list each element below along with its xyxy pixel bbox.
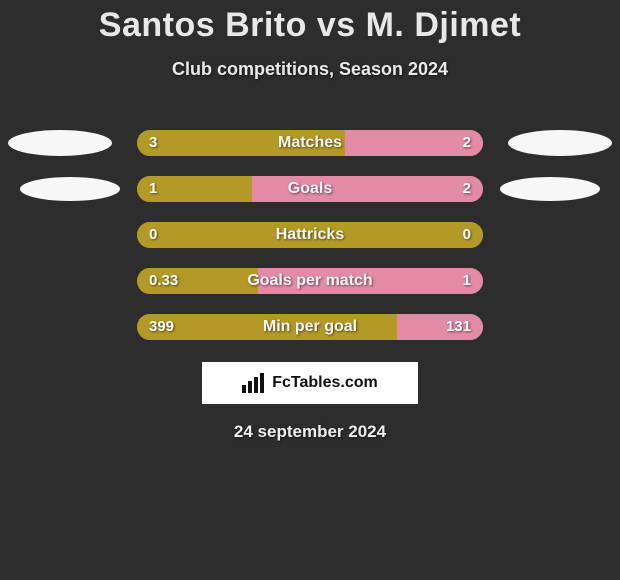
stat-right-value: 0 <box>463 222 471 248</box>
stat-bar-left <box>137 222 483 248</box>
stat-row: 32Matches <box>0 120 620 166</box>
decorative-ellipse <box>20 177 120 201</box>
stat-row: 0.331Goals per match <box>0 258 620 304</box>
date-line: 24 september 2024 <box>0 422 620 442</box>
decorative-ellipse <box>508 130 612 156</box>
stat-bar-left <box>137 130 345 156</box>
stat-bar-right <box>258 268 483 294</box>
stat-row: 399131Min per goal <box>0 304 620 350</box>
stat-row: 12Goals <box>0 166 620 212</box>
stat-bar-left <box>137 314 397 340</box>
page-subtitle: Club competitions, Season 2024 <box>0 59 620 80</box>
stat-left-value: 3 <box>149 130 157 156</box>
stat-bar-right <box>252 176 483 202</box>
stat-bar: 399131Min per goal <box>137 314 483 340</box>
stat-left-value: 1 <box>149 176 157 202</box>
stat-left-value: 0.33 <box>149 268 178 294</box>
stat-bar: 12Goals <box>137 176 483 202</box>
brand-badge[interactable]: FcTables.com <box>202 362 418 404</box>
stat-right-value: 1 <box>463 268 471 294</box>
stat-right-value: 131 <box>446 314 471 340</box>
stat-bar: 00Hattricks <box>137 222 483 248</box>
stat-row: 00Hattricks <box>0 212 620 258</box>
page-title: Santos Brito vs M. Djimet <box>0 6 620 45</box>
decorative-ellipse <box>500 177 600 201</box>
stat-right-value: 2 <box>463 130 471 156</box>
stat-bar: 32Matches <box>137 130 483 156</box>
stat-left-value: 0 <box>149 222 157 248</box>
stat-right-value: 2 <box>463 176 471 202</box>
brand-text: FcTables.com <box>272 374 378 392</box>
stat-bar: 0.331Goals per match <box>137 268 483 294</box>
decorative-ellipse <box>8 130 112 156</box>
bar-chart-icon <box>242 373 266 393</box>
comparison-widget: Santos Brito vs M. Djimet Club competiti… <box>0 0 620 442</box>
stat-left-value: 399 <box>149 314 174 340</box>
comparison-rows: 32Matches12Goals00Hattricks0.331Goals pe… <box>0 120 620 350</box>
